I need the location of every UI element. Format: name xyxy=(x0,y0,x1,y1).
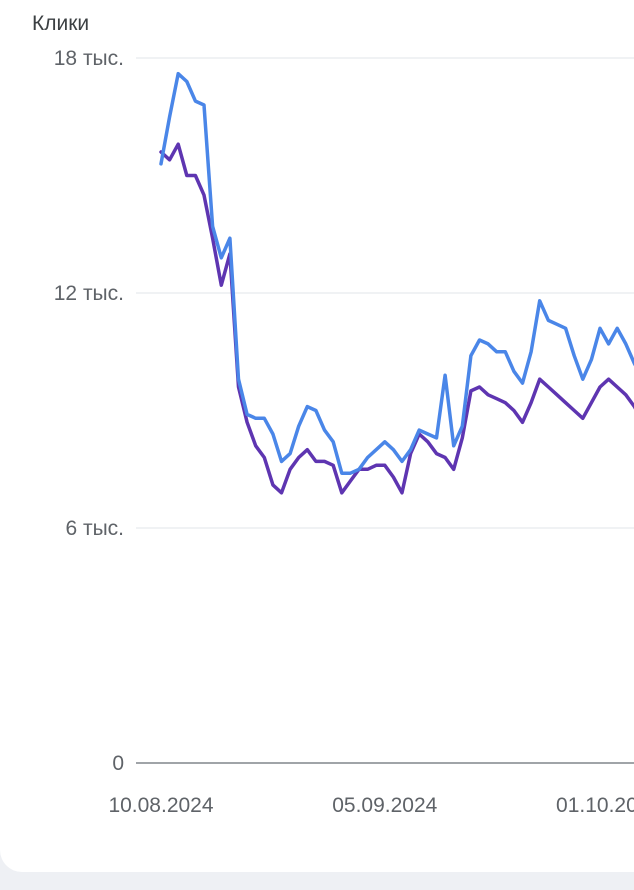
y-axis-ticks: 18 тыс. 12 тыс. 6 тыс. 0 xyxy=(54,47,124,775)
series-lines xyxy=(159,71,634,495)
clicks-line-chart: 18 тыс. 12 тыс. 6 тыс. 0 10.08.2024 05.09.20… xyxy=(54,47,634,817)
x-tick-label: 10.08.2024 xyxy=(108,794,213,817)
chart-card: Клики 18 тыс. 12 тыс. 6 тыс. 0 10.08.2024 05… xyxy=(0,0,634,872)
gridlines xyxy=(136,57,634,764)
y-tick-label: 12 тыс. xyxy=(54,282,124,305)
x-tick-label: 01.10.2024 xyxy=(556,794,634,817)
x-axis-ticks: 10.08.2024 05.09.2024 01.10.2024 xyxy=(108,794,634,817)
x-tick-label: 05.09.2024 xyxy=(332,794,437,817)
series-line-0 xyxy=(159,71,634,475)
y-tick-label: 0 xyxy=(112,752,124,775)
series-line-1 xyxy=(159,142,634,495)
y-axis-title: Клики xyxy=(32,12,90,35)
y-tick-label: 18 тыс. xyxy=(54,47,124,70)
y-tick-label: 6 тыс. xyxy=(65,517,124,540)
